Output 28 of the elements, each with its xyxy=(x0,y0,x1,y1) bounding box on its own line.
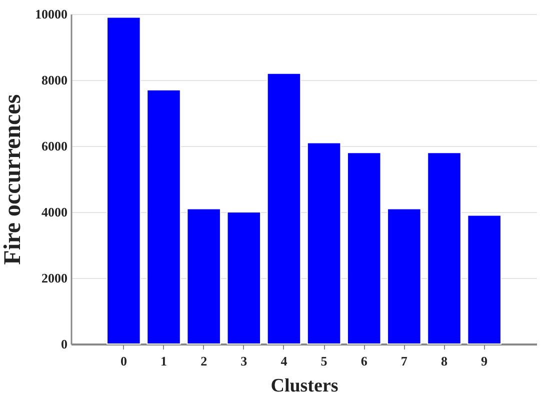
y-tick-label: 2000 xyxy=(42,270,68,286)
y-tick-label: 6000 xyxy=(42,138,68,154)
bar xyxy=(306,142,342,344)
x-tick-label: 9 xyxy=(481,354,488,368)
bar xyxy=(387,208,422,344)
bar xyxy=(186,208,221,344)
y-tick-label: 8000 xyxy=(42,72,68,88)
bar xyxy=(346,152,382,344)
x-tick-label: 8 xyxy=(440,354,448,368)
bar xyxy=(226,212,262,344)
x-tick-label: 3 xyxy=(240,354,248,368)
y-tick-label: 0 xyxy=(61,336,68,352)
x-tick-label: 6 xyxy=(360,354,368,368)
x-tick-label: 5 xyxy=(320,354,328,368)
bar xyxy=(467,214,502,344)
x-tick-label: 2 xyxy=(200,354,208,368)
x-tick-label: 7 xyxy=(400,354,408,368)
y-axis-title: Fire occurrences xyxy=(0,94,26,265)
x-tick-label: 4 xyxy=(280,354,288,368)
bar xyxy=(146,89,181,344)
bar xyxy=(427,152,462,344)
x-tick-label: 1 xyxy=(160,354,168,368)
x-axis-title: Clusters xyxy=(270,376,338,396)
bar xyxy=(266,72,302,344)
bar xyxy=(106,16,141,344)
x-tick-label: 0 xyxy=(120,354,127,368)
y-tick-label: 10000 xyxy=(35,6,68,22)
y-tick-label: 4000 xyxy=(42,204,68,220)
